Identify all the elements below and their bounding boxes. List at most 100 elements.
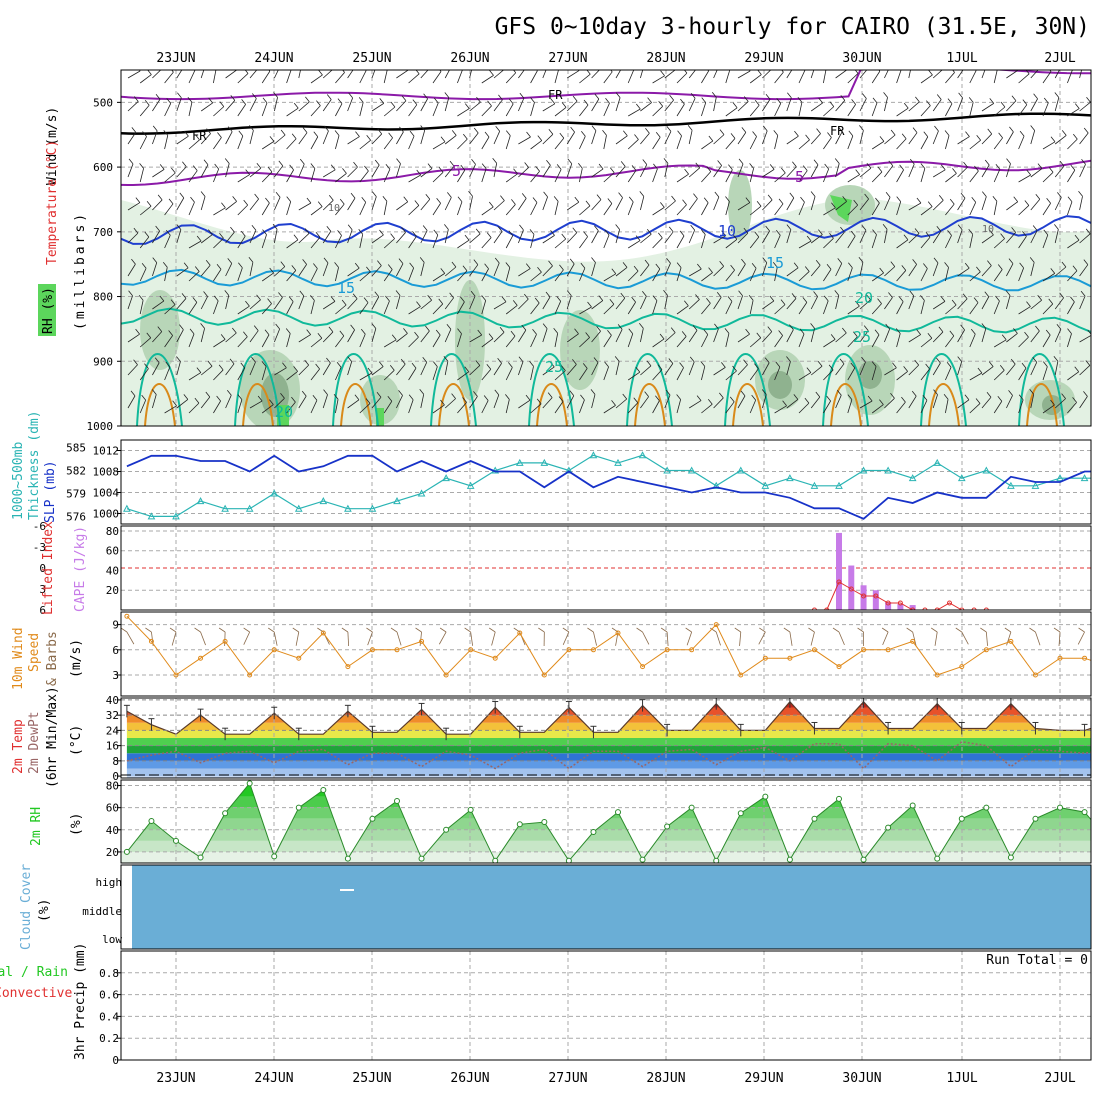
wind-barb (837, 258, 843, 264)
wind-barb (383, 201, 388, 216)
wind-barb (237, 135, 244, 150)
wind-barb (293, 234, 299, 241)
wind-barb (195, 134, 200, 141)
wind-barb (762, 331, 773, 343)
wind-barb (1074, 234, 1080, 241)
wind-barb (377, 128, 383, 135)
wind-barb (473, 127, 479, 134)
wind-barb (542, 265, 553, 277)
wind-barb (200, 234, 213, 244)
wind-barb (1092, 169, 1096, 182)
wind-barb (688, 400, 702, 409)
wind-barb (934, 125, 939, 132)
wind-barb (220, 334, 226, 340)
wind-barb (737, 101, 749, 112)
wind-barb (615, 97, 621, 112)
wind-barb (420, 168, 433, 178)
wind-barb (444, 97, 450, 112)
thickness-point (123, 504, 131, 512)
wind-barb (932, 394, 938, 409)
wind-barb (655, 263, 661, 270)
thickness-point (294, 504, 303, 512)
date-label: 1JUL (946, 51, 977, 66)
wind-barb (420, 199, 431, 211)
wind-barb (993, 70, 998, 84)
wind-barb (462, 265, 468, 272)
wind-barb (1092, 238, 1100, 248)
wind-barb (615, 267, 628, 277)
wind-barb (1059, 292, 1064, 299)
wind-barb (727, 296, 733, 302)
wind-barb (1018, 135, 1025, 150)
wind-barb (701, 366, 706, 381)
isotherm (822, 353, 869, 426)
wind-barb (128, 290, 133, 297)
wind-barb (915, 96, 920, 103)
wind-barb (481, 163, 487, 169)
wind-barb (444, 224, 449, 230)
isotherm (626, 353, 673, 426)
wind-barb (530, 97, 535, 103)
wind-barb (371, 103, 384, 112)
wind-barb (188, 333, 195, 348)
wind-barb (449, 292, 454, 299)
wind-barb (225, 100, 236, 112)
wind-barb (249, 125, 254, 131)
wind-barb (335, 235, 342, 249)
wind10-barb (931, 627, 938, 633)
wind10-point (640, 664, 646, 670)
wind-barb (1092, 164, 1096, 169)
wind-barb (754, 100, 760, 106)
wind-barb (523, 293, 529, 300)
wind10-barb (934, 631, 938, 646)
bottom-date-labels: 23JUN 24JUN 25JUN 26JUN 27JUN 28JUN 29JU… (156, 1071, 1075, 1086)
wind-barb (561, 102, 567, 108)
wind-barb (444, 92, 450, 98)
wind-barb (299, 158, 305, 165)
wind-barb (537, 266, 542, 273)
axis-tick-label: 0 (112, 1054, 119, 1067)
wind-barb (786, 224, 792, 230)
wind-barb (1067, 196, 1073, 203)
wind-barb (1067, 402, 1077, 414)
date-label: 27JUN (548, 51, 587, 66)
wind-barb (499, 327, 505, 333)
wind-barb (855, 169, 860, 175)
wind-barb (1092, 296, 1096, 301)
wind-barb (217, 132, 222, 138)
wind-barb (481, 206, 494, 216)
wind-barb (981, 234, 994, 244)
wind-barb (713, 134, 725, 145)
wind-barb (542, 366, 555, 376)
thickness-point (466, 481, 475, 489)
wind-barb (726, 65, 730, 70)
wind-barb (888, 292, 893, 298)
wind-barb (737, 163, 744, 178)
wind-barb (371, 366, 384, 376)
wind-barb (176, 298, 187, 310)
wind-barb (168, 330, 173, 336)
wind-barb (518, 399, 531, 409)
wind-barb (778, 198, 784, 205)
wind-barb (743, 359, 748, 366)
wind-barb (859, 230, 867, 244)
wind-barb (920, 268, 928, 282)
wind-barb (192, 297, 198, 303)
wind-barb (663, 158, 669, 164)
wind-barb (310, 163, 316, 169)
wind-barb (286, 401, 296, 414)
wind-barb (908, 132, 918, 145)
wind-barb (519, 92, 525, 99)
wind-barb (1054, 97, 1060, 112)
wind-barb (566, 290, 572, 296)
rh2m-label: 2m RH (29, 807, 44, 846)
wind-barb (823, 106, 835, 117)
wind-barb (208, 97, 213, 104)
wind-barb (999, 365, 1005, 371)
wind-barb (422, 357, 428, 363)
wind-barb (302, 259, 307, 265)
wind-barb (530, 366, 534, 381)
wind-barb (427, 294, 432, 301)
wind-barb (155, 225, 160, 232)
wind-barb (690, 93, 696, 99)
